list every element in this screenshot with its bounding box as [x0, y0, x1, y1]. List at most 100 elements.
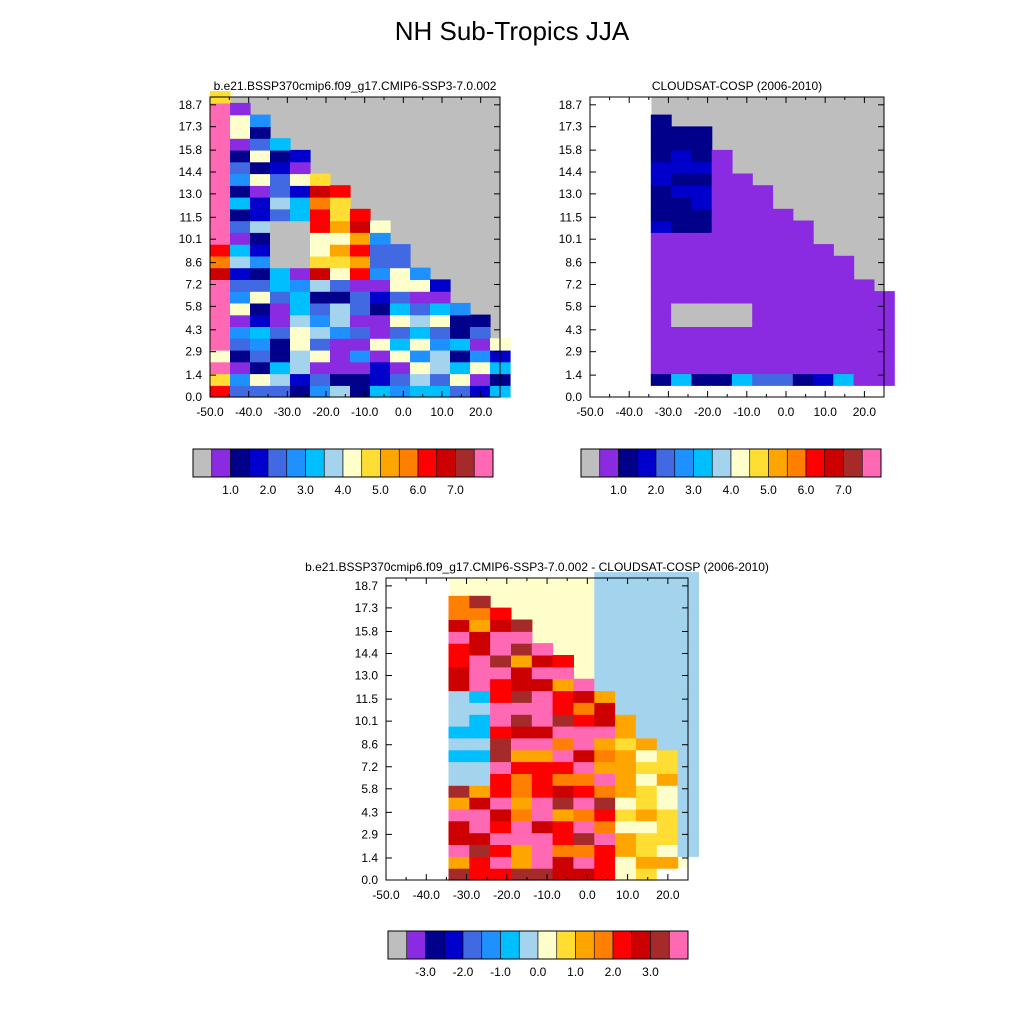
heatmap-cell — [410, 361, 431, 375]
heatmap-cell — [250, 302, 271, 316]
colorbar-swatch — [805, 448, 826, 478]
heatmap-cell — [427, 607, 450, 620]
heatmap-cell — [310, 302, 331, 316]
heatmap-cell — [573, 797, 595, 810]
panel-2: -50.0 -40.0 -30.0 -20.0 -10.0 0.0 10.0 20.0 0.0 1… — [559, 79, 895, 497]
heatmap-cell — [691, 138, 713, 151]
heatmap-cell — [310, 185, 331, 198]
heatmap-cell — [731, 185, 753, 198]
heatmap-cell — [310, 208, 331, 222]
heatmap-cell — [711, 220, 733, 233]
heatmap-cell — [386, 808, 408, 822]
heatmap-cell — [552, 820, 574, 834]
heatmap-cell — [731, 197, 753, 210]
heatmap-cell — [671, 302, 692, 316]
heatmap-cell — [450, 349, 471, 363]
heatmap-cell — [330, 197, 351, 210]
colorbar-label: 6.0 — [410, 483, 427, 497]
heatmap-cell — [552, 844, 574, 857]
heatmap-cell — [410, 373, 431, 386]
heatmap-cell — [270, 149, 291, 163]
heatmap-cell — [731, 361, 753, 375]
heatmap-cell — [406, 619, 429, 632]
heatmap-cell — [610, 314, 632, 327]
heatmap-cell — [210, 314, 231, 327]
heatmap-cell — [752, 291, 774, 304]
heatmap-cell — [230, 232, 251, 245]
heatmap-cell — [250, 244, 271, 257]
heatmap-cell — [531, 714, 554, 727]
heatmap-cell — [427, 797, 450, 810]
heatmap-cell — [813, 326, 834, 339]
heatmap-cell — [386, 619, 408, 632]
heatmap-cell — [590, 114, 611, 127]
y-tick-label: 7.2 — [565, 278, 582, 292]
heatmap-cell — [711, 326, 733, 339]
heatmap-cell — [650, 138, 672, 151]
heatmap-cell — [552, 749, 574, 763]
heatmap-cell — [610, 291, 632, 304]
heatmap-cell — [210, 208, 231, 222]
y-tick-label: 0.0 — [565, 390, 582, 404]
heatmap-cell — [594, 619, 616, 632]
y-tick-label: 14.4 — [355, 647, 379, 661]
colorbar-label: 7.0 — [447, 483, 464, 497]
heatmap-cell — [752, 361, 774, 375]
heatmap-cell — [590, 102, 611, 116]
heatmap-cell — [691, 385, 713, 398]
heatmap-cell — [635, 761, 658, 774]
heatmap-cell — [310, 279, 331, 292]
heatmap-cell — [427, 844, 450, 857]
colorbar-swatch — [612, 930, 633, 960]
heatmap-cell — [610, 220, 632, 233]
colorbar-swatch — [305, 448, 325, 478]
heatmap-cell — [833, 267, 855, 280]
heatmap-cell — [650, 126, 672, 139]
heatmap-cell — [772, 244, 794, 257]
heatmap-cell — [310, 314, 331, 327]
heatmap-cell — [210, 385, 231, 398]
heatmap-cell — [590, 302, 611, 316]
heatmap-cell — [656, 797, 679, 810]
heatmap-cell — [590, 326, 611, 339]
heatmap-cell — [656, 737, 679, 751]
heatmap-cell — [594, 678, 616, 692]
heatmap-cell — [635, 808, 658, 822]
heatmap-cell — [290, 326, 311, 339]
heatmap-cell — [610, 385, 632, 398]
heatmap-cell — [594, 655, 616, 668]
heatmap-cell — [469, 844, 491, 857]
heatmap-cell — [270, 173, 291, 186]
heatmap-cell — [656, 619, 679, 632]
colorbar-swatch — [248, 448, 269, 478]
heatmap-cell — [448, 595, 470, 609]
colorbar-label: 1.0 — [610, 483, 627, 497]
heatmap-cell — [511, 832, 533, 845]
heatmap-cell — [230, 314, 251, 327]
colorbar-swatch — [230, 448, 250, 478]
heatmap-cell — [370, 279, 391, 292]
heatmap-cell — [552, 678, 574, 692]
heatmap-cell — [310, 244, 331, 257]
y-tick-label: 17.3 — [179, 120, 203, 134]
heatmap-cell — [691, 244, 713, 257]
x-tick-label: -50.0 — [196, 405, 224, 419]
x-tick-label: 0.0 — [778, 405, 795, 419]
colorbar-label: 4.0 — [335, 483, 352, 497]
heatmap-cell — [731, 220, 753, 233]
heatmap-cell — [448, 797, 470, 810]
heatmap-cell — [531, 737, 554, 751]
heatmap-cell — [330, 208, 351, 222]
heatmap-cell — [590, 385, 611, 398]
heatmap-cell — [792, 385, 814, 398]
heatmap-cell — [552, 808, 574, 822]
heatmap-cell — [671, 279, 692, 292]
heatmap-cell — [635, 856, 658, 869]
heatmap-cell — [635, 773, 658, 786]
heatmap-cell — [594, 583, 616, 597]
heatmap-cell — [230, 149, 251, 163]
heatmap-cell — [671, 220, 692, 233]
heatmap-cell — [590, 338, 611, 351]
heatmap-cell — [615, 856, 637, 869]
colorbar-swatch — [599, 448, 619, 478]
